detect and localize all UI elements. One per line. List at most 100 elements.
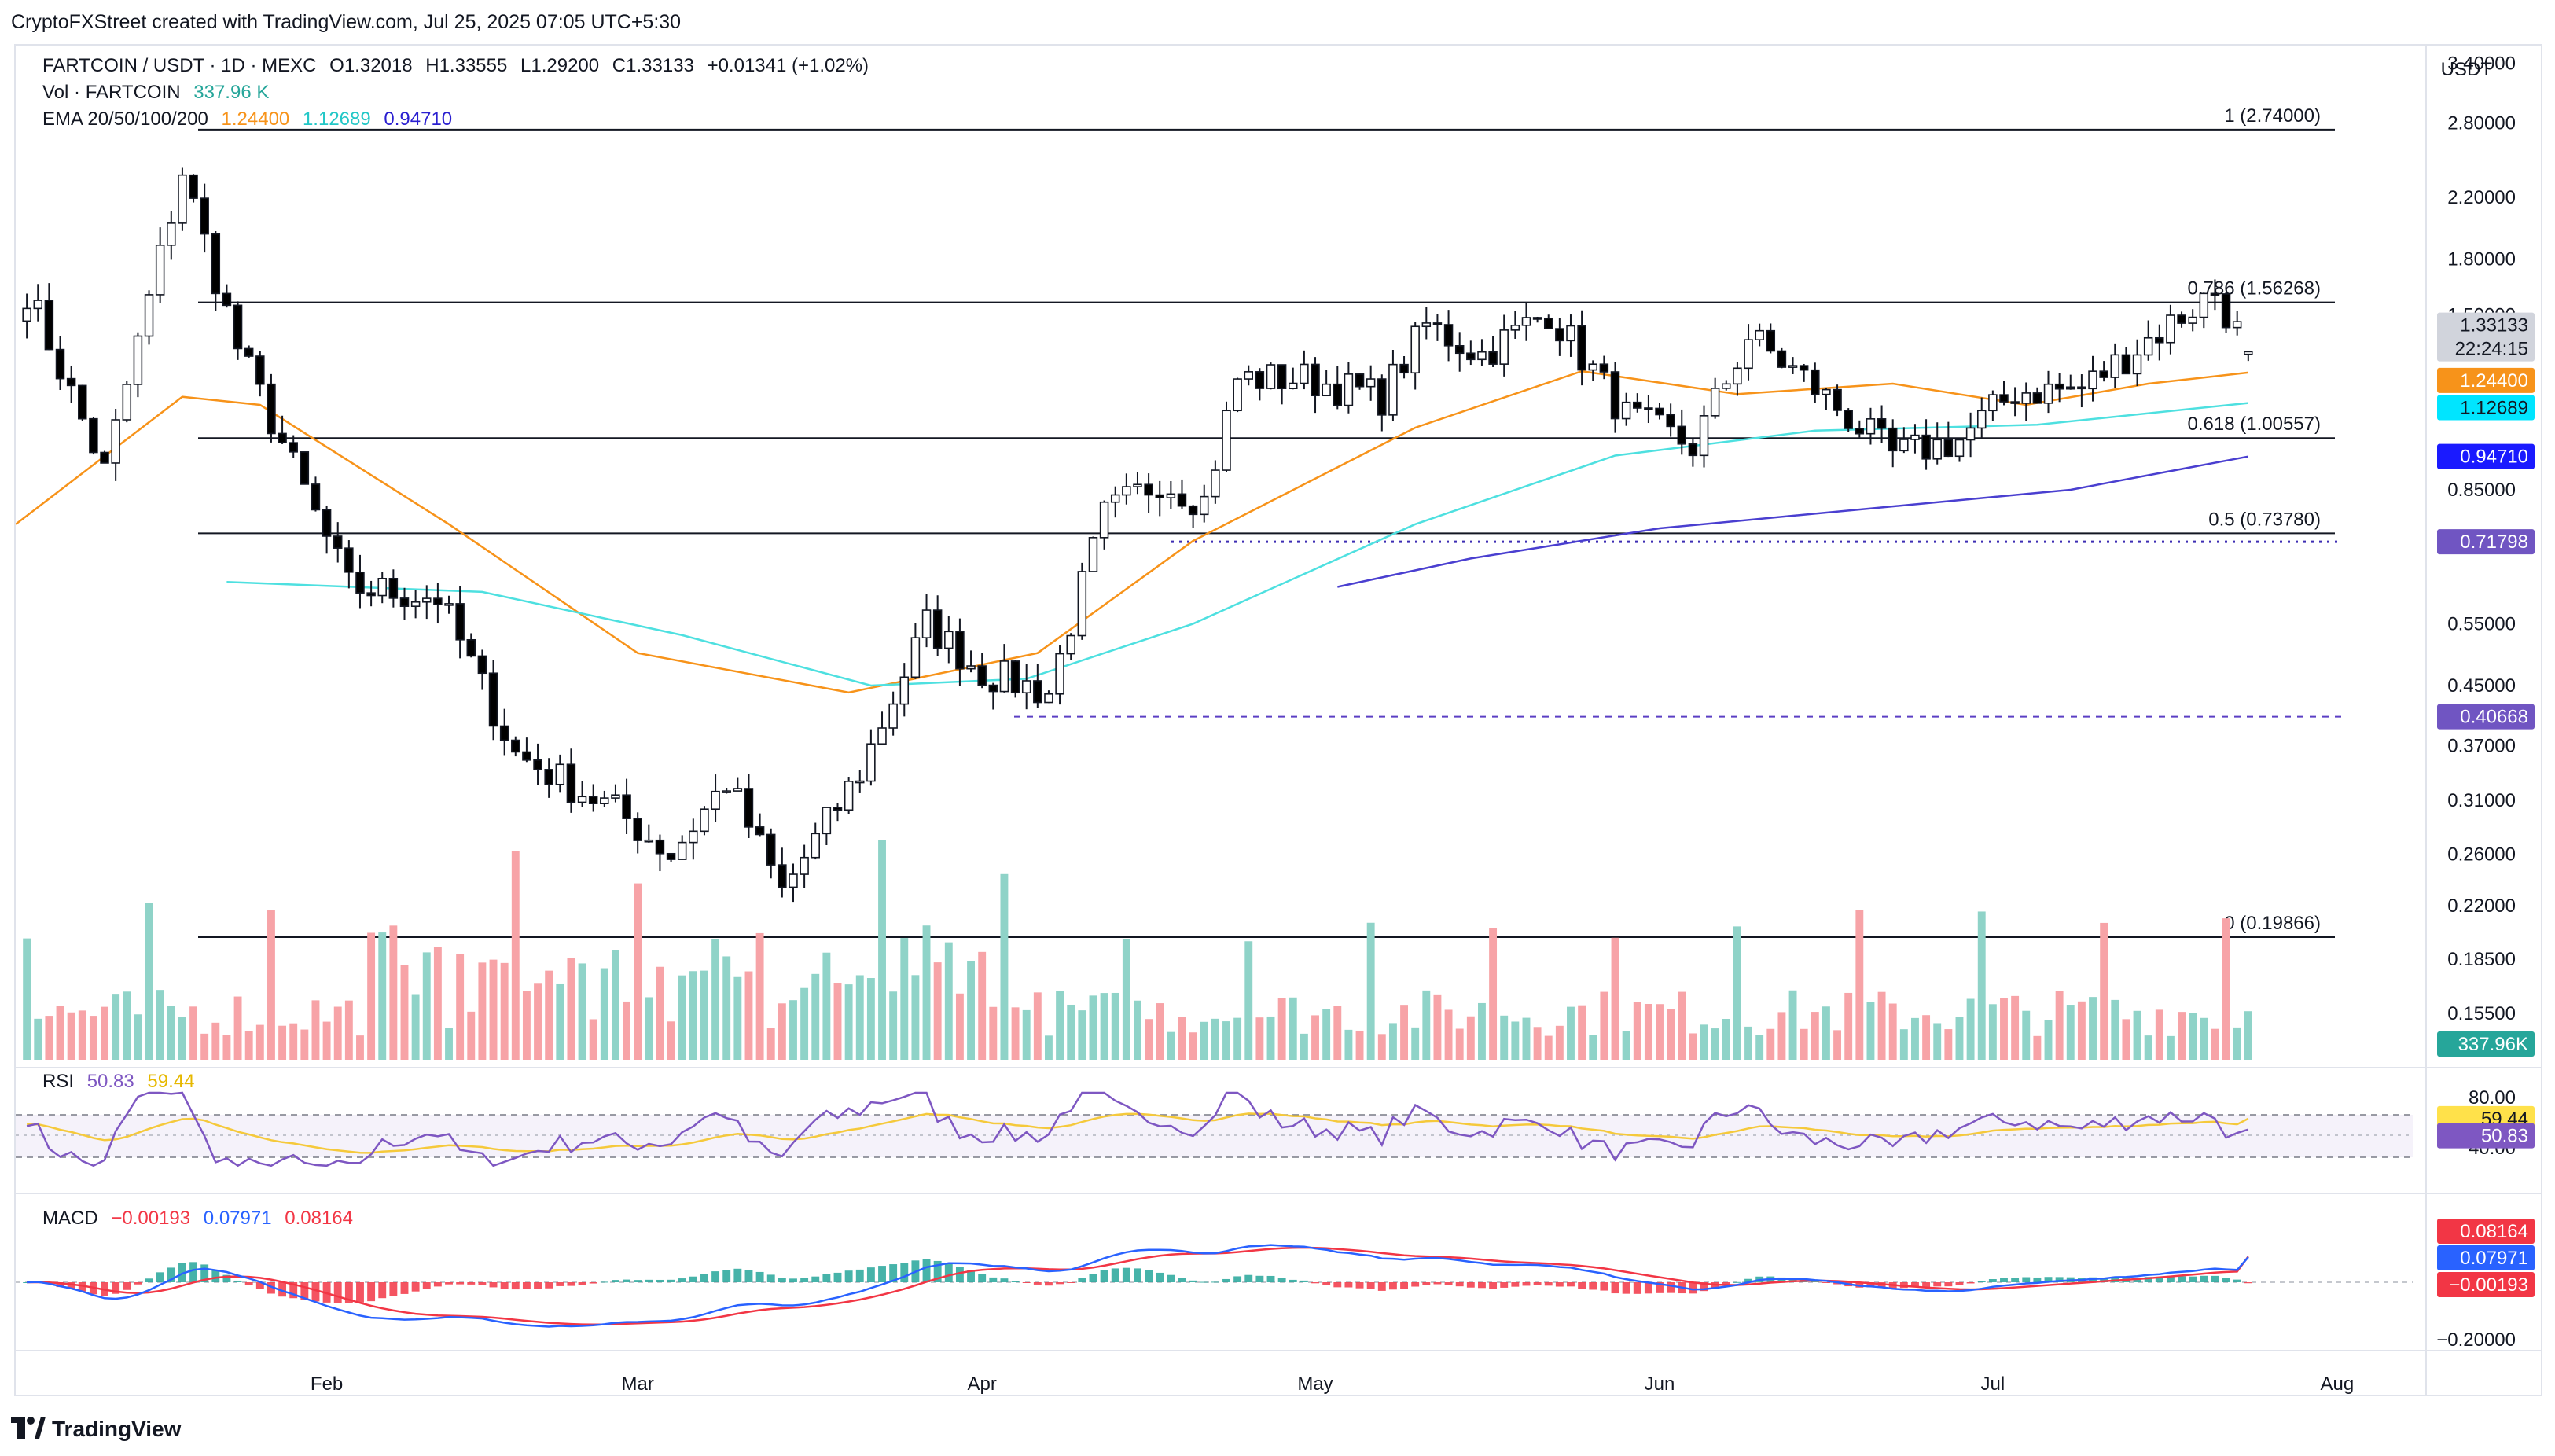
- volume-bar: [722, 956, 731, 1060]
- volume-bar: [233, 996, 242, 1060]
- volume-bar: [1744, 1026, 1752, 1060]
- legend-ema100: 0.94710: [384, 108, 453, 130]
- legend-macd-label[interactable]: MACD: [42, 1208, 98, 1229]
- volume-bar: [333, 1006, 342, 1060]
- volume-bar: [534, 983, 542, 1060]
- volume-bar: [1111, 992, 1119, 1060]
- volume-bar: [1500, 1015, 1509, 1060]
- volume-bar: [289, 1023, 298, 1060]
- volume-bar: [2144, 1035, 2152, 1060]
- volume-bar: [667, 1021, 675, 1060]
- macd-hist-bar: [1511, 1282, 1520, 1287]
- candle-body: [1932, 439, 1942, 460]
- ema20-tag: 1.24400: [2460, 370, 2528, 392]
- volume-bar: [1255, 1017, 1264, 1060]
- volume-bar: [378, 932, 387, 1060]
- candle-body: [2166, 314, 2175, 344]
- volume-bar: [1644, 1004, 1652, 1060]
- macd-hist-bar: [878, 1266, 886, 1282]
- macd-hist-bar: [844, 1270, 853, 1282]
- macd-hist-bar: [567, 1282, 575, 1286]
- volume-bar: [2100, 922, 2108, 1060]
- candle-body: [1521, 317, 1531, 326]
- volume-bar: [911, 975, 920, 1060]
- legend-rsi-label[interactable]: RSI: [42, 1071, 75, 1092]
- fib-label: 0.618 (1.00557): [2188, 414, 2321, 435]
- volume-bar: [744, 971, 753, 1060]
- macd-hist-bar: [1411, 1282, 1420, 1287]
- macd-hist-bar: [1278, 1278, 1286, 1282]
- candle-body: [1033, 680, 1042, 704]
- chart-canvas[interactable]: 1 (2.74000) 0.786 (1.56268) 0.618 (1.00557…: [16, 46, 2541, 1395]
- volume-bar: [1022, 1009, 1031, 1060]
- macd-hist-bar: [2000, 1278, 2008, 1282]
- macd-hist-bar: [667, 1279, 675, 1282]
- macd-line-tag: 0.07971: [2460, 1248, 2528, 1269]
- macd-hist-bar: [1455, 1282, 1464, 1287]
- time-label: Jun: [1645, 1373, 1675, 1395]
- legend-rsi: RSI 50.83 59.44: [42, 1071, 202, 1093]
- volume-bar: [1466, 1016, 1475, 1060]
- legend-ema-label[interactable]: EMA 20/50/100/200: [42, 108, 208, 130]
- volume-bar: [2066, 1005, 2075, 1060]
- candle-body: [355, 571, 365, 594]
- volume-bar: [344, 1000, 353, 1060]
- volume-bar: [700, 970, 708, 1060]
- candle-body: [455, 603, 465, 641]
- macd-hist-bar: [1222, 1278, 1230, 1282]
- currency-label: USDT: [2441, 59, 2493, 80]
- candle-body: [1621, 401, 1631, 420]
- volume-bar: [1777, 1012, 1786, 1060]
- macd-hist-bar: [522, 1282, 531, 1289]
- volume-bar: [1555, 1025, 1564, 1060]
- legend-symbol[interactable]: FARTCOIN / USDT · 1D · MEXC: [42, 55, 317, 76]
- volume-bar: [811, 973, 820, 1060]
- macd-tick: −0.20000: [2436, 1329, 2516, 1351]
- volume-bar: [211, 1022, 220, 1060]
- macd-hist-bar: [445, 1282, 453, 1285]
- macd-hist-bar: [1955, 1282, 1964, 1285]
- footer-brand[interactable]: TradingView: [11, 1414, 181, 1445]
- macd-hist-bar: [889, 1264, 898, 1282]
- volume-bar: [800, 987, 809, 1060]
- candle-body: [711, 790, 720, 811]
- macd-hist-bar: [467, 1282, 476, 1285]
- legend-vol-value: 337.96 K: [193, 82, 270, 103]
- macd-hist-bar: [134, 1282, 142, 1285]
- macd-hist-bar: [700, 1274, 708, 1282]
- macd-hist-bar: [578, 1282, 586, 1285]
- candle-body: [1233, 378, 1242, 412]
- candle-body: [2232, 321, 2242, 329]
- macd-hist-bar: [400, 1282, 409, 1294]
- macd-hist-bar: [2189, 1276, 2197, 1282]
- macd-hist-bar: [1744, 1278, 1752, 1282]
- candle-body: [1543, 317, 1553, 329]
- macd-hist-bar: [1033, 1282, 1042, 1285]
- macd-hist-bar: [278, 1282, 287, 1297]
- volume-bar: [922, 925, 931, 1060]
- volume-bar: [1944, 1029, 1953, 1060]
- macd-hist-bar: [123, 1282, 131, 1290]
- rsi-ma-line: [27, 1112, 2249, 1154]
- volume-bar: [1966, 998, 1975, 1060]
- rsi-tag: 50.83: [2481, 1126, 2528, 1147]
- candle-body: [1755, 329, 1764, 340]
- macd-hist-bar: [2033, 1277, 2042, 1282]
- candle-body: [1044, 693, 1053, 704]
- volume-bar: [500, 962, 509, 1060]
- candle-body: [1110, 494, 1120, 503]
- candle-body: [2043, 383, 2053, 404]
- macd-hist-bar: [1822, 1282, 1830, 1283]
- candle-body: [1377, 378, 1387, 416]
- volume-bar: [1089, 995, 1097, 1060]
- level-b-tag: 0.40668: [2460, 707, 2528, 728]
- chart-frame[interactable]: 1 (2.74000) 0.786 (1.56268) 0.618 (1.00557…: [14, 44, 2542, 1396]
- legend-vol-label[interactable]: Vol · FARTCOIN: [42, 82, 181, 103]
- last-price-tag-countdown: 22:24:15: [2455, 339, 2528, 360]
- volume-bar: [1411, 1027, 1420, 1060]
- macd-hist-bar: [600, 1281, 608, 1283]
- macd-hist-bar: [1067, 1282, 1075, 1283]
- candle-body: [1099, 501, 1109, 539]
- macd-hist-bar: [755, 1271, 764, 1282]
- volume-bar: [989, 1006, 998, 1060]
